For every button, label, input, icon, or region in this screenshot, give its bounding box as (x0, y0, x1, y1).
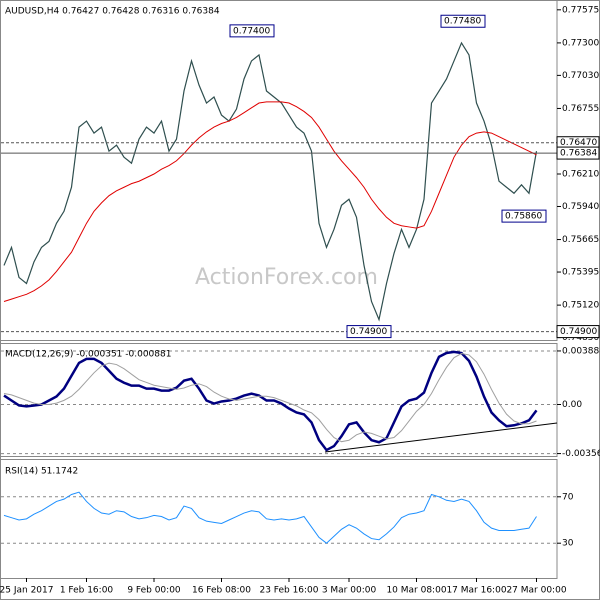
annotation-label: 0.75860 (505, 212, 542, 222)
series-line (3, 491, 537, 544)
trend-line (324, 422, 558, 453)
rsi-panel (0, 459, 558, 579)
y-tick-label: 30 (562, 539, 574, 549)
series-line (3, 350, 538, 452)
y-tick-label: 0.75120 (562, 301, 599, 311)
annotation-box (440, 14, 486, 28)
annotation-label: 0.77400 (233, 26, 270, 36)
panel-title: AUDUSD,H4 0.76427 0.76428 0.76316 0.7638… (5, 7, 220, 17)
panel-title: RSI(14) 51.1742 (5, 467, 78, 477)
y-tick-label: 0.003888 (562, 346, 600, 356)
x-tick-label: 9 Feb 00:00 (127, 586, 181, 596)
price-panel (0, 0, 558, 341)
y-tick-label: 0.76210 (562, 170, 599, 180)
price-label: 0.76470 (560, 138, 597, 148)
price-label: 0.76384 (560, 149, 597, 159)
annotation-label: 0.77480 (444, 17, 481, 27)
watermark: ActionForex.com (195, 265, 378, 290)
x-tick-label: 1 Feb 16:00 (60, 586, 114, 596)
y-tick-label: 0.00 (562, 400, 582, 410)
price-label-box (556, 146, 600, 160)
series-line (3, 353, 537, 443)
y-tick-label: 70 (562, 492, 574, 502)
x-tick-label: 17 Mar 16:00 (446, 586, 506, 596)
x-tick-label: 3 Mar 00:00 (322, 586, 377, 596)
panel-title: MACD(12,26,9) -0.000351 -0.000881 (5, 350, 171, 360)
x-tick-label: 25 Jan 2017 (0, 586, 53, 596)
annotation-label: 0.74900 (350, 327, 387, 337)
y-tick-label: 0.77030 (562, 71, 599, 81)
x-tick-label: 10 Mar 08:00 (386, 586, 446, 596)
y-tick-label: 0.77300 (562, 38, 599, 48)
y-tick-label: 0.75665 (562, 235, 599, 245)
y-tick-label: 0.77575 (562, 5, 599, 15)
annotation-box (501, 209, 547, 223)
annotation-box (229, 24, 275, 38)
price-label: 0.74900 (560, 327, 597, 337)
macd-panel (0, 343, 558, 457)
y-tick-label: 0.75940 (562, 202, 599, 212)
series-line (3, 41, 538, 322)
y-tick-label: 0.76755 (562, 104, 599, 114)
series-line (3, 101, 537, 302)
annotation-box (346, 325, 392, 339)
y-tick-label: 0.75395 (562, 268, 599, 278)
y-tick-label: 0.74850 (562, 333, 599, 343)
x-tick-label: 27 Mar 00:00 (506, 586, 566, 596)
x-tick-label: 23 Feb 16:00 (259, 586, 318, 596)
x-tick-label: 16 Feb 08:00 (192, 586, 251, 596)
price-label-box (556, 325, 600, 339)
y-tick-label: -0.003564 (562, 449, 600, 459)
